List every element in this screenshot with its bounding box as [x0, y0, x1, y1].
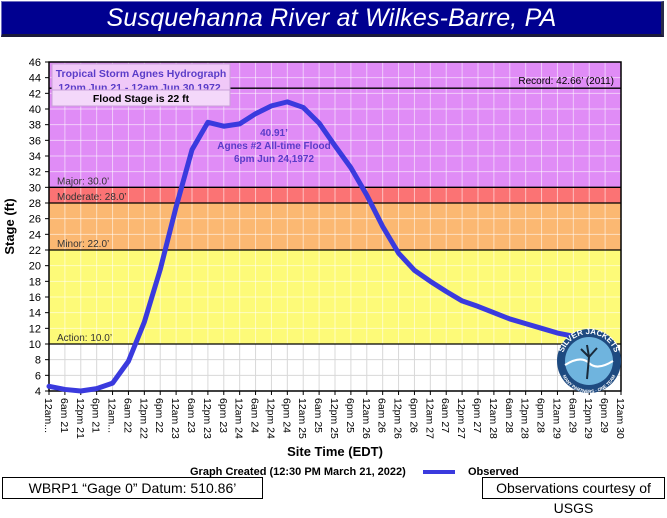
- chart-title: Susquehanna River at Wilkes-Barre, PA: [106, 4, 557, 32]
- x-tick-label: 6pm 28: [535, 398, 547, 433]
- y-tick-label: 8: [35, 355, 41, 367]
- x-tick-label: 6pm 23: [217, 398, 229, 433]
- courtesy-box: Observations courtesy of USGS: [482, 477, 665, 516]
- peak-description-label: Agnes #2 All-time Flood: [217, 141, 331, 152]
- y-tick-label: 34: [29, 151, 41, 163]
- x-tick-label: 12pm 23: [201, 398, 213, 439]
- datum-box: WBRP1 “Gage 0” Datum: 510.86’: [2, 477, 263, 499]
- legend-observed-label: Observed: [467, 466, 519, 478]
- x-tick-label: 6am 27: [439, 398, 451, 433]
- x-tick-label: 6am 22: [121, 398, 133, 433]
- y-tick-label: 26: [29, 214, 41, 226]
- y-tick-label: 46: [29, 57, 41, 69]
- y-tick-label: 38: [29, 120, 41, 132]
- legend-observed-swatch-icon: [422, 470, 455, 475]
- y-tick-label: 20: [29, 261, 41, 273]
- minor-label: Minor: 22.0’: [57, 239, 109, 250]
- x-axis-title: Site Time (EDT): [287, 444, 383, 459]
- x-tick-label: 12am 28: [487, 398, 499, 439]
- x-tick-label: 12pm 25: [328, 398, 340, 439]
- x-tick-label: 6pm 29: [598, 398, 610, 433]
- x-tick-label: 6am 25: [312, 398, 324, 433]
- y-tick-label: 44: [29, 73, 41, 85]
- y-axis-title: Stage (ft): [2, 198, 17, 254]
- x-tick-label: 12pm 24: [264, 398, 276, 439]
- x-tick-label: 12pm 22: [137, 398, 149, 439]
- x-tick-label: 6am 23: [185, 398, 197, 433]
- x-tick-label: 12am 26: [360, 398, 372, 439]
- x-tick-label: 12pm 28: [519, 398, 531, 439]
- y-tick-label: 16: [29, 292, 41, 304]
- y-tick-label: 30: [29, 182, 41, 194]
- x-tick-label: 6am 28: [503, 398, 515, 433]
- x-tick-label: 6pm 24: [280, 398, 292, 433]
- x-tick-label: 12am 29: [550, 398, 562, 439]
- y-tick-label: 22: [29, 245, 41, 257]
- x-tick-label: 6am 24: [249, 398, 261, 433]
- y-tick-label: 18: [29, 276, 41, 288]
- peak-time-label: 6pm Jun 24,1972: [234, 154, 314, 165]
- y-tick-label: 6: [35, 370, 41, 382]
- y-axis: 4681012141618202224262830323436384042444…: [2, 57, 622, 398]
- y-tick-label: 12: [29, 323, 41, 335]
- x-tick-label: 12am 25: [296, 398, 308, 439]
- x-tick-label: 12pm 21: [74, 398, 86, 439]
- x-tick-label: 6am 26: [376, 398, 388, 433]
- x-axis: 12am... 6am 21 12pm 21 6pm 21 12am... 6am 22 1…: [42, 391, 626, 459]
- datum-text: WBRP1 “Gage 0” Datum: 510.86’: [28, 480, 237, 496]
- x-tick-label: 12pm 29: [582, 398, 594, 439]
- peak-value-label: 40.91’: [260, 128, 288, 139]
- x-tick-label: 12am 24: [233, 398, 245, 439]
- observed-line: [46, 99, 576, 394]
- graph-created-label: Graph Created (12:30 PM March 21, 2022): [190, 466, 406, 478]
- y-tick-label: 28: [29, 198, 41, 210]
- y-tick-label: 24: [29, 229, 41, 241]
- hydrograph-title-line1: Tropical Storm Agnes Hydrograph: [56, 68, 227, 80]
- x-tick-label: 6am 21: [58, 398, 70, 433]
- x-tick-label: 6pm 22: [153, 398, 165, 433]
- legend: Graph Created (12:30 PM March 21, 2022) …: [190, 466, 519, 478]
- y-tick-label: 36: [29, 135, 41, 147]
- x-tick-label: 6pm 27: [471, 398, 483, 433]
- flood-stage-box: [51, 89, 231, 107]
- x-tick-label: 6pm 26: [407, 398, 419, 433]
- chart-title-bar: Susquehanna River at Wilkes-Barre, PA: [1, 1, 664, 37]
- x-tick-label: 6pm 25: [344, 398, 356, 433]
- x-tick-label: 6pm 21: [90, 398, 102, 433]
- palm-tree-icon: [580, 344, 598, 380]
- x-tick-label: 12pm 26: [392, 398, 404, 439]
- x-tick-label: 12am 27: [423, 398, 435, 439]
- y-tick-label: 4: [35, 386, 41, 398]
- x-tick-label: 12am 23: [169, 398, 181, 439]
- courtesy-text: Observations courtesy of USGS: [496, 480, 651, 516]
- observed-series: [46, 99, 576, 394]
- action-label: Action: 10.0’: [57, 333, 112, 344]
- x-tick-label: 12pm 27: [455, 398, 467, 439]
- x-tick-label: 6am 29: [566, 398, 578, 433]
- x-tick-label: 12am...: [42, 398, 54, 433]
- y-tick-label: 32: [29, 167, 41, 179]
- hydrograph-chart: 4681012141618202224262830323436384042444…: [2, 57, 626, 459]
- y-tick-label: 10: [29, 339, 41, 351]
- x-tick-label: 12am...: [106, 398, 118, 433]
- y-tick-label: 14: [29, 308, 41, 320]
- moderate-label: Moderate: 28.0’: [57, 192, 127, 203]
- flood-stage-note: Flood Stage is 22 ft: [93, 93, 190, 105]
- record-label: Record: 42.66’ (2011): [518, 76, 614, 87]
- x-tick-label: 12am 30: [614, 398, 626, 439]
- y-tick-label: 42: [29, 88, 41, 100]
- y-tick-label: 40: [29, 104, 41, 116]
- major-label: Major: 30.0’: [57, 176, 109, 187]
